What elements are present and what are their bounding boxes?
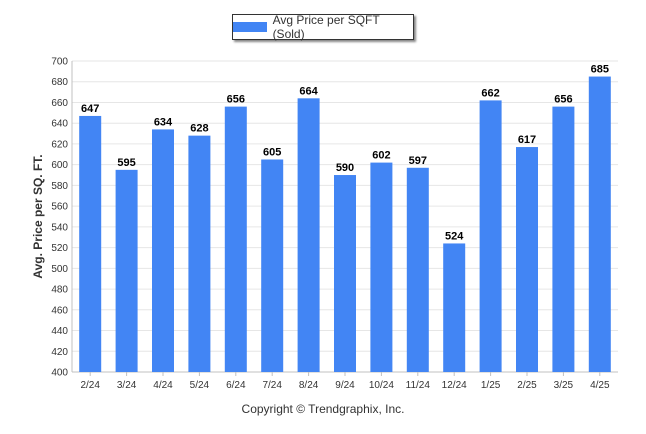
y-tick-label: 680 (51, 77, 68, 88)
y-axis-title: Avg. Price per SQ. FT. (31, 154, 45, 278)
copyright: Copyright © Trendgraphix, Inc. (241, 402, 405, 416)
data-label: 524 (445, 230, 464, 242)
data-label: 595 (117, 157, 135, 169)
x-tick-label: 5/24 (190, 380, 210, 391)
y-tick-label: 480 (51, 285, 68, 296)
data-label: 605 (263, 146, 281, 158)
bar (297, 98, 320, 372)
bar (224, 106, 247, 372)
y-tick-label: 460 (51, 305, 68, 316)
bar (588, 76, 611, 373)
x-tick-label: 11/24 (406, 380, 431, 391)
y-tick-label: 700 (51, 57, 68, 68)
y-tick-label: 520 (51, 243, 68, 254)
data-label: 656 (227, 94, 245, 106)
x-tick-label: 3/25 (554, 380, 574, 391)
bar (406, 167, 429, 372)
x-tick-label: 1/25 (481, 380, 501, 391)
data-label: 685 (591, 64, 609, 76)
x-tick-label: 8/24 (299, 380, 319, 391)
x-tick-label: 3/24 (117, 380, 137, 391)
legend-label: Avg Price per SQFT (Sold) (272, 13, 380, 41)
y-tick-label: 640 (51, 119, 68, 130)
bar (79, 115, 102, 373)
x-tick-label: 9/24 (335, 380, 355, 391)
x-tick-label: 2/24 (80, 380, 100, 391)
x-tick-label: 7/24 (262, 380, 282, 391)
x-tick-label: 4/25 (590, 380, 610, 391)
bar (115, 169, 138, 372)
y-tick-label: 660 (51, 98, 68, 109)
bar (334, 175, 356, 372)
bar (516, 147, 538, 372)
bar (261, 159, 284, 372)
bar (552, 106, 575, 372)
data-label: 664 (299, 85, 318, 97)
y-tick-label: 500 (51, 264, 68, 275)
x-tick-label: 4/24 (153, 380, 173, 391)
data-label: 602 (372, 150, 390, 162)
y-tick-label: 420 (51, 347, 68, 358)
x-tick-label: 6/24 (226, 380, 246, 391)
bar (152, 129, 174, 372)
data-label: 617 (518, 134, 536, 146)
data-label: 597 (409, 155, 427, 167)
data-label: 647 (81, 103, 99, 115)
y-tick-label: 540 (51, 222, 68, 233)
data-label: 634 (154, 116, 173, 128)
data-label: 656 (554, 94, 572, 106)
y-tick-label: 600 (51, 160, 68, 171)
x-tick-label: 2/25 (517, 380, 537, 391)
data-label: 628 (190, 123, 208, 135)
y-tick-label: 400 (51, 368, 68, 379)
y-tick-label: 440 (51, 326, 68, 337)
bar (479, 100, 502, 372)
bar (370, 162, 393, 372)
y-tick-label: 560 (51, 202, 68, 213)
x-tick-label: 12/24 (442, 380, 467, 391)
data-label: 662 (481, 87, 499, 99)
bar (443, 243, 466, 372)
x-tick-label: 10/24 (369, 380, 394, 391)
y-tick-label: 620 (51, 139, 68, 150)
legend: Avg Price per SQFT (Sold) (232, 13, 414, 41)
legend-swatch (233, 22, 267, 32)
y-tick-label: 580 (51, 181, 68, 192)
bar (188, 135, 211, 372)
data-label: 590 (336, 162, 354, 174)
